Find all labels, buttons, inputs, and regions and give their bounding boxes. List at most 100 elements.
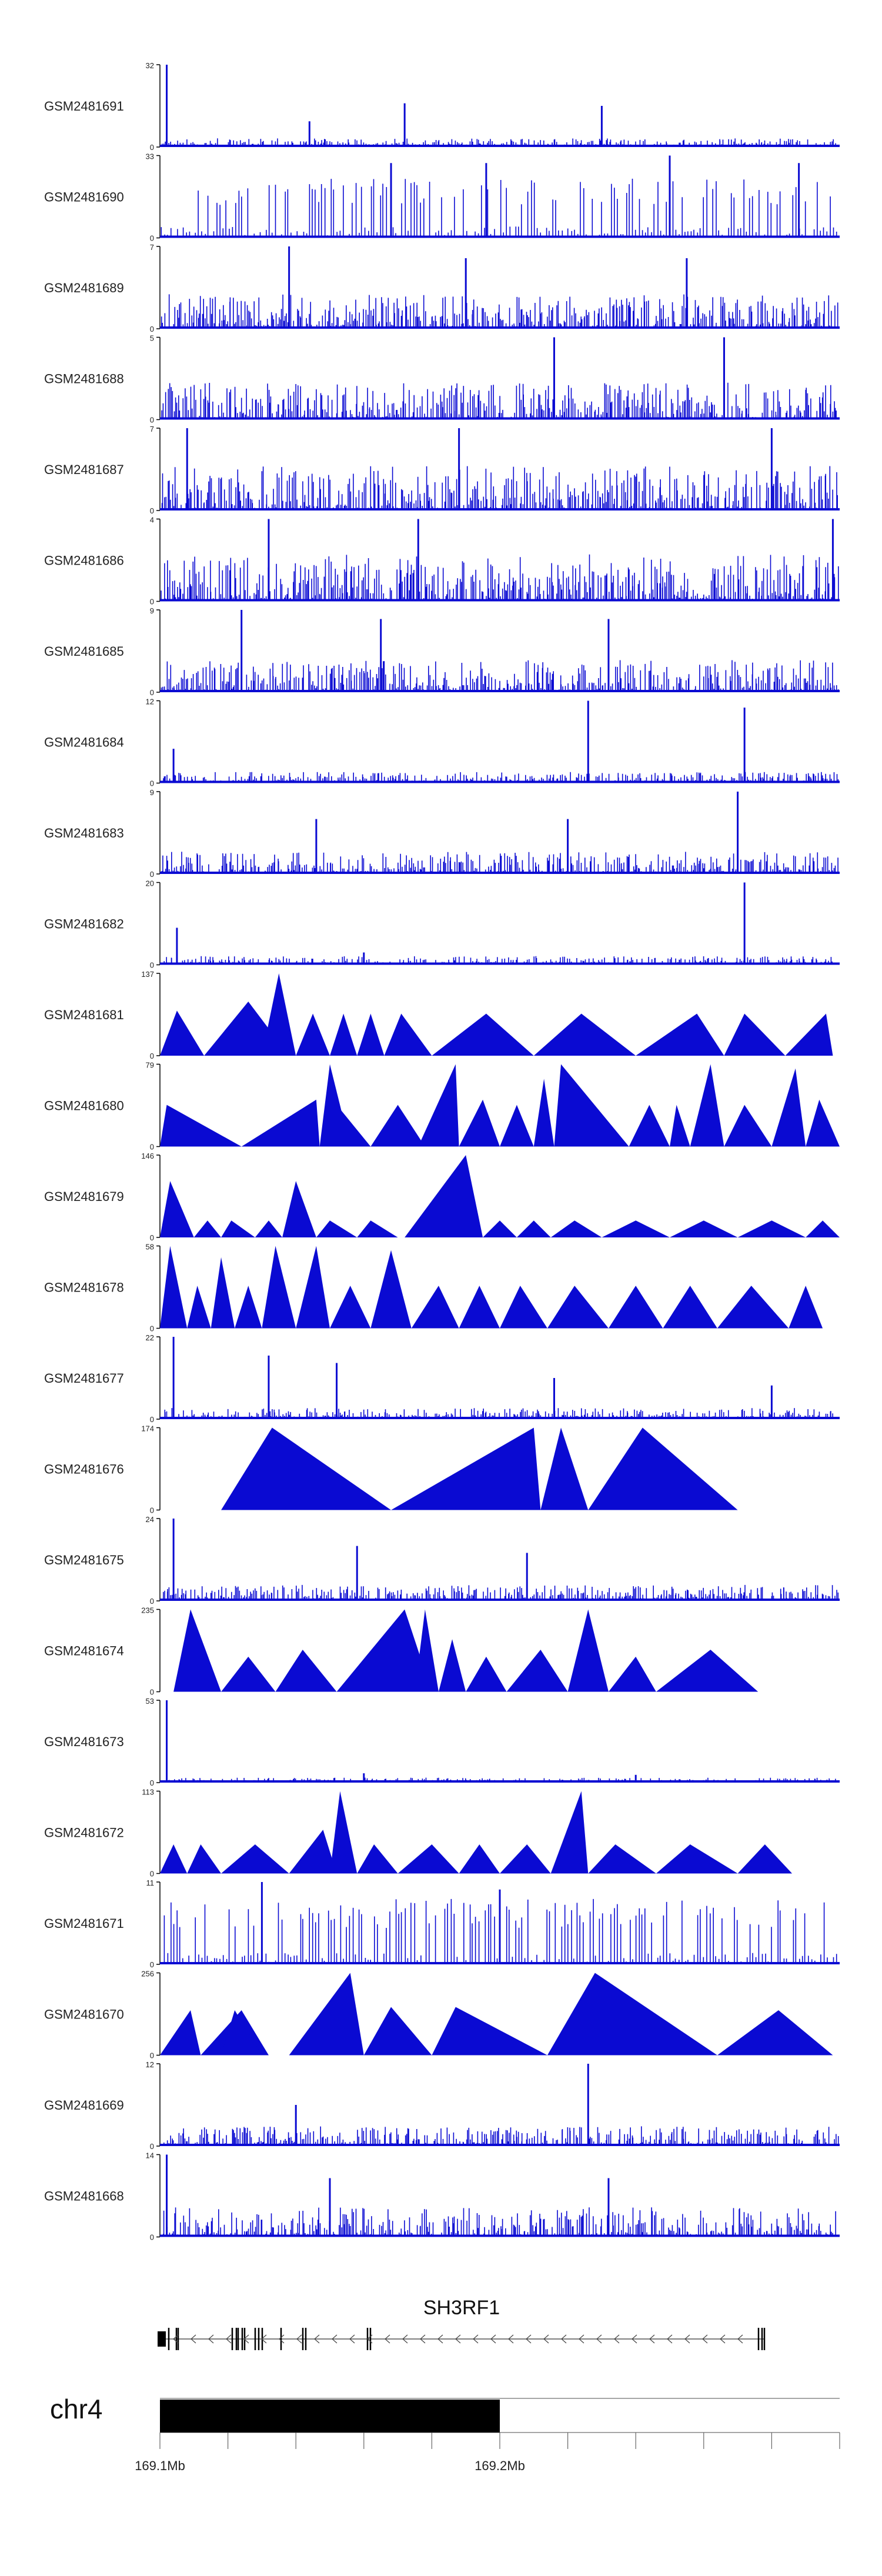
y-axis-max-label: 12 — [146, 698, 154, 706]
signal-peak — [806, 1099, 840, 1147]
y-axis-zero-label: 0 — [150, 506, 154, 515]
gene-strand-arrow — [226, 2334, 232, 2344]
signal-peak — [459, 1844, 500, 1874]
track-GSM2481687: GSM2481687 7 0 — [44, 425, 840, 515]
gene-strand-arrow — [314, 2334, 320, 2344]
signal-peak — [533, 1079, 554, 1147]
track-GSM2481670: GSM2481670 256 0 — [44, 1970, 833, 2060]
signal-baseline — [160, 235, 840, 238]
track-label: GSM2481686 — [44, 553, 124, 568]
signal-peak — [255, 1220, 283, 1237]
track-GSM2481691: GSM2481691 32 0 — [44, 61, 840, 152]
y-axis-zero-label: 0 — [150, 2051, 154, 2060]
signal-peak — [316, 1220, 358, 1237]
signal-peak — [459, 1286, 500, 1329]
signal-baseline — [160, 326, 840, 329]
signal-peak — [737, 1220, 806, 1237]
y-axis-max-label: 7 — [150, 243, 154, 252]
y-axis-max-label: 32 — [146, 61, 154, 70]
signal-bars — [161, 466, 838, 510]
track-GSM2481668: GSM2481668 14 0 — [44, 2151, 840, 2242]
signal-peak — [737, 1844, 793, 1874]
signal-peak — [211, 1257, 235, 1329]
track-label: GSM2481682 — [44, 917, 124, 932]
track-GSM2481681: GSM2481681 137 0 — [44, 970, 833, 1060]
gene-strand-arrow — [508, 2334, 514, 2344]
signal-peak — [370, 1250, 412, 1329]
y-axis-max-label: 256 — [141, 1970, 154, 1978]
signal-peak — [330, 1013, 358, 1056]
signal-peak — [550, 1220, 602, 1237]
signal-peak — [724, 1105, 772, 1147]
signal-baseline — [160, 2234, 840, 2237]
signal-peak — [629, 1105, 670, 1147]
y-axis-max-label: 235 — [141, 1606, 154, 1615]
signal-peak — [160, 1181, 194, 1237]
track-GSM2481683: GSM2481683 9 0 — [44, 788, 840, 879]
y-axis-max-label: 4 — [150, 516, 154, 525]
y-axis-max-label: 79 — [146, 1061, 154, 1070]
signal-peak — [506, 1650, 568, 1692]
signal-peak — [296, 1013, 330, 1056]
signal-peak — [418, 1064, 459, 1147]
track-GSM2481684: GSM2481684 12 0 — [44, 698, 840, 788]
track-GSM2481686: GSM2481686 4 0 — [44, 516, 840, 606]
gene-strand-arrow — [579, 2334, 584, 2344]
gene-strand-arrow — [561, 2334, 567, 2344]
signal-peak — [432, 1013, 534, 1056]
signal-peak — [330, 1105, 371, 1147]
y-axis-max-label: 22 — [146, 1333, 154, 1342]
signal-peak — [289, 1973, 364, 2056]
signal-peak — [547, 1973, 717, 2056]
track-GSM2481682: GSM2481682 20 0 — [44, 879, 840, 970]
signal-bars — [161, 2207, 839, 2237]
signal-peak — [221, 1844, 289, 1874]
y-axis-zero-label: 0 — [150, 143, 154, 152]
signal-baseline — [160, 1599, 840, 1601]
track-GSM2481672: GSM2481672 113 0 — [44, 1788, 793, 1878]
signal-baseline — [160, 962, 840, 965]
signal-peak — [516, 1220, 551, 1237]
gene-strand-arrow — [490, 2334, 496, 2344]
track-label: GSM2481676 — [44, 1462, 124, 1477]
track-label: GSM2481672 — [44, 1826, 124, 1840]
track-label: GSM2481677 — [44, 1371, 124, 1386]
track-GSM2481671: GSM2481671 11 0 — [44, 1878, 840, 1969]
signal-peak — [262, 973, 296, 1056]
gene-strand-arrow — [279, 2334, 285, 2344]
y-axis-zero-label: 0 — [150, 1778, 154, 1787]
y-axis-max-label: 7 — [150, 425, 154, 433]
signal-peak — [330, 1791, 358, 1874]
track-GSM2481685: GSM2481685 9 0 — [44, 606, 840, 697]
track-GSM2481676: GSM2481676 174 0 — [44, 1424, 738, 1515]
signal-peak — [405, 1155, 483, 1237]
y-axis-max-label: 9 — [150, 606, 154, 615]
y-axis-zero-label: 0 — [150, 688, 154, 697]
y-axis-max-label: 24 — [146, 1515, 154, 1524]
y-axis-zero-label: 0 — [150, 234, 154, 243]
y-axis-zero-label: 0 — [150, 1688, 154, 1697]
signal-bars — [161, 1584, 839, 1601]
y-axis-max-label: 5 — [150, 334, 154, 343]
gene-strand-arrow — [526, 2334, 532, 2344]
track-GSM2481679: GSM2481679 146 0 — [44, 1152, 840, 1242]
y-axis-zero-label: 0 — [150, 1597, 154, 1606]
track-GSM2481674: GSM2481674 235 0 — [44, 1606, 759, 1697]
track-GSM2481680: GSM2481680 79 0 — [44, 1061, 840, 1152]
signal-baseline — [160, 780, 840, 783]
track-GSM2481688: GSM2481688 5 0 — [44, 334, 840, 425]
signal-peak — [415, 1609, 439, 1692]
gene-strand-arrow — [367, 2334, 373, 2344]
signal-peak — [663, 1286, 717, 1329]
gene-strand-arrow — [420, 2334, 426, 2344]
gene-name: SH3RF1 — [423, 2297, 500, 2319]
signal-peak — [357, 1844, 398, 1874]
signal-peak — [357, 1013, 385, 1056]
track-GSM2481673: GSM2481673 53 0 — [44, 1697, 840, 1787]
signal-peak — [608, 1656, 656, 1692]
gene-strand-arrow — [596, 2334, 602, 2344]
signal-peak — [785, 1013, 833, 1056]
signal-peak — [160, 1844, 188, 1874]
gene-strand-arrow — [191, 2334, 196, 2344]
ideogram: chr4 169.1Mb 169.2Mb — [50, 2394, 840, 2473]
